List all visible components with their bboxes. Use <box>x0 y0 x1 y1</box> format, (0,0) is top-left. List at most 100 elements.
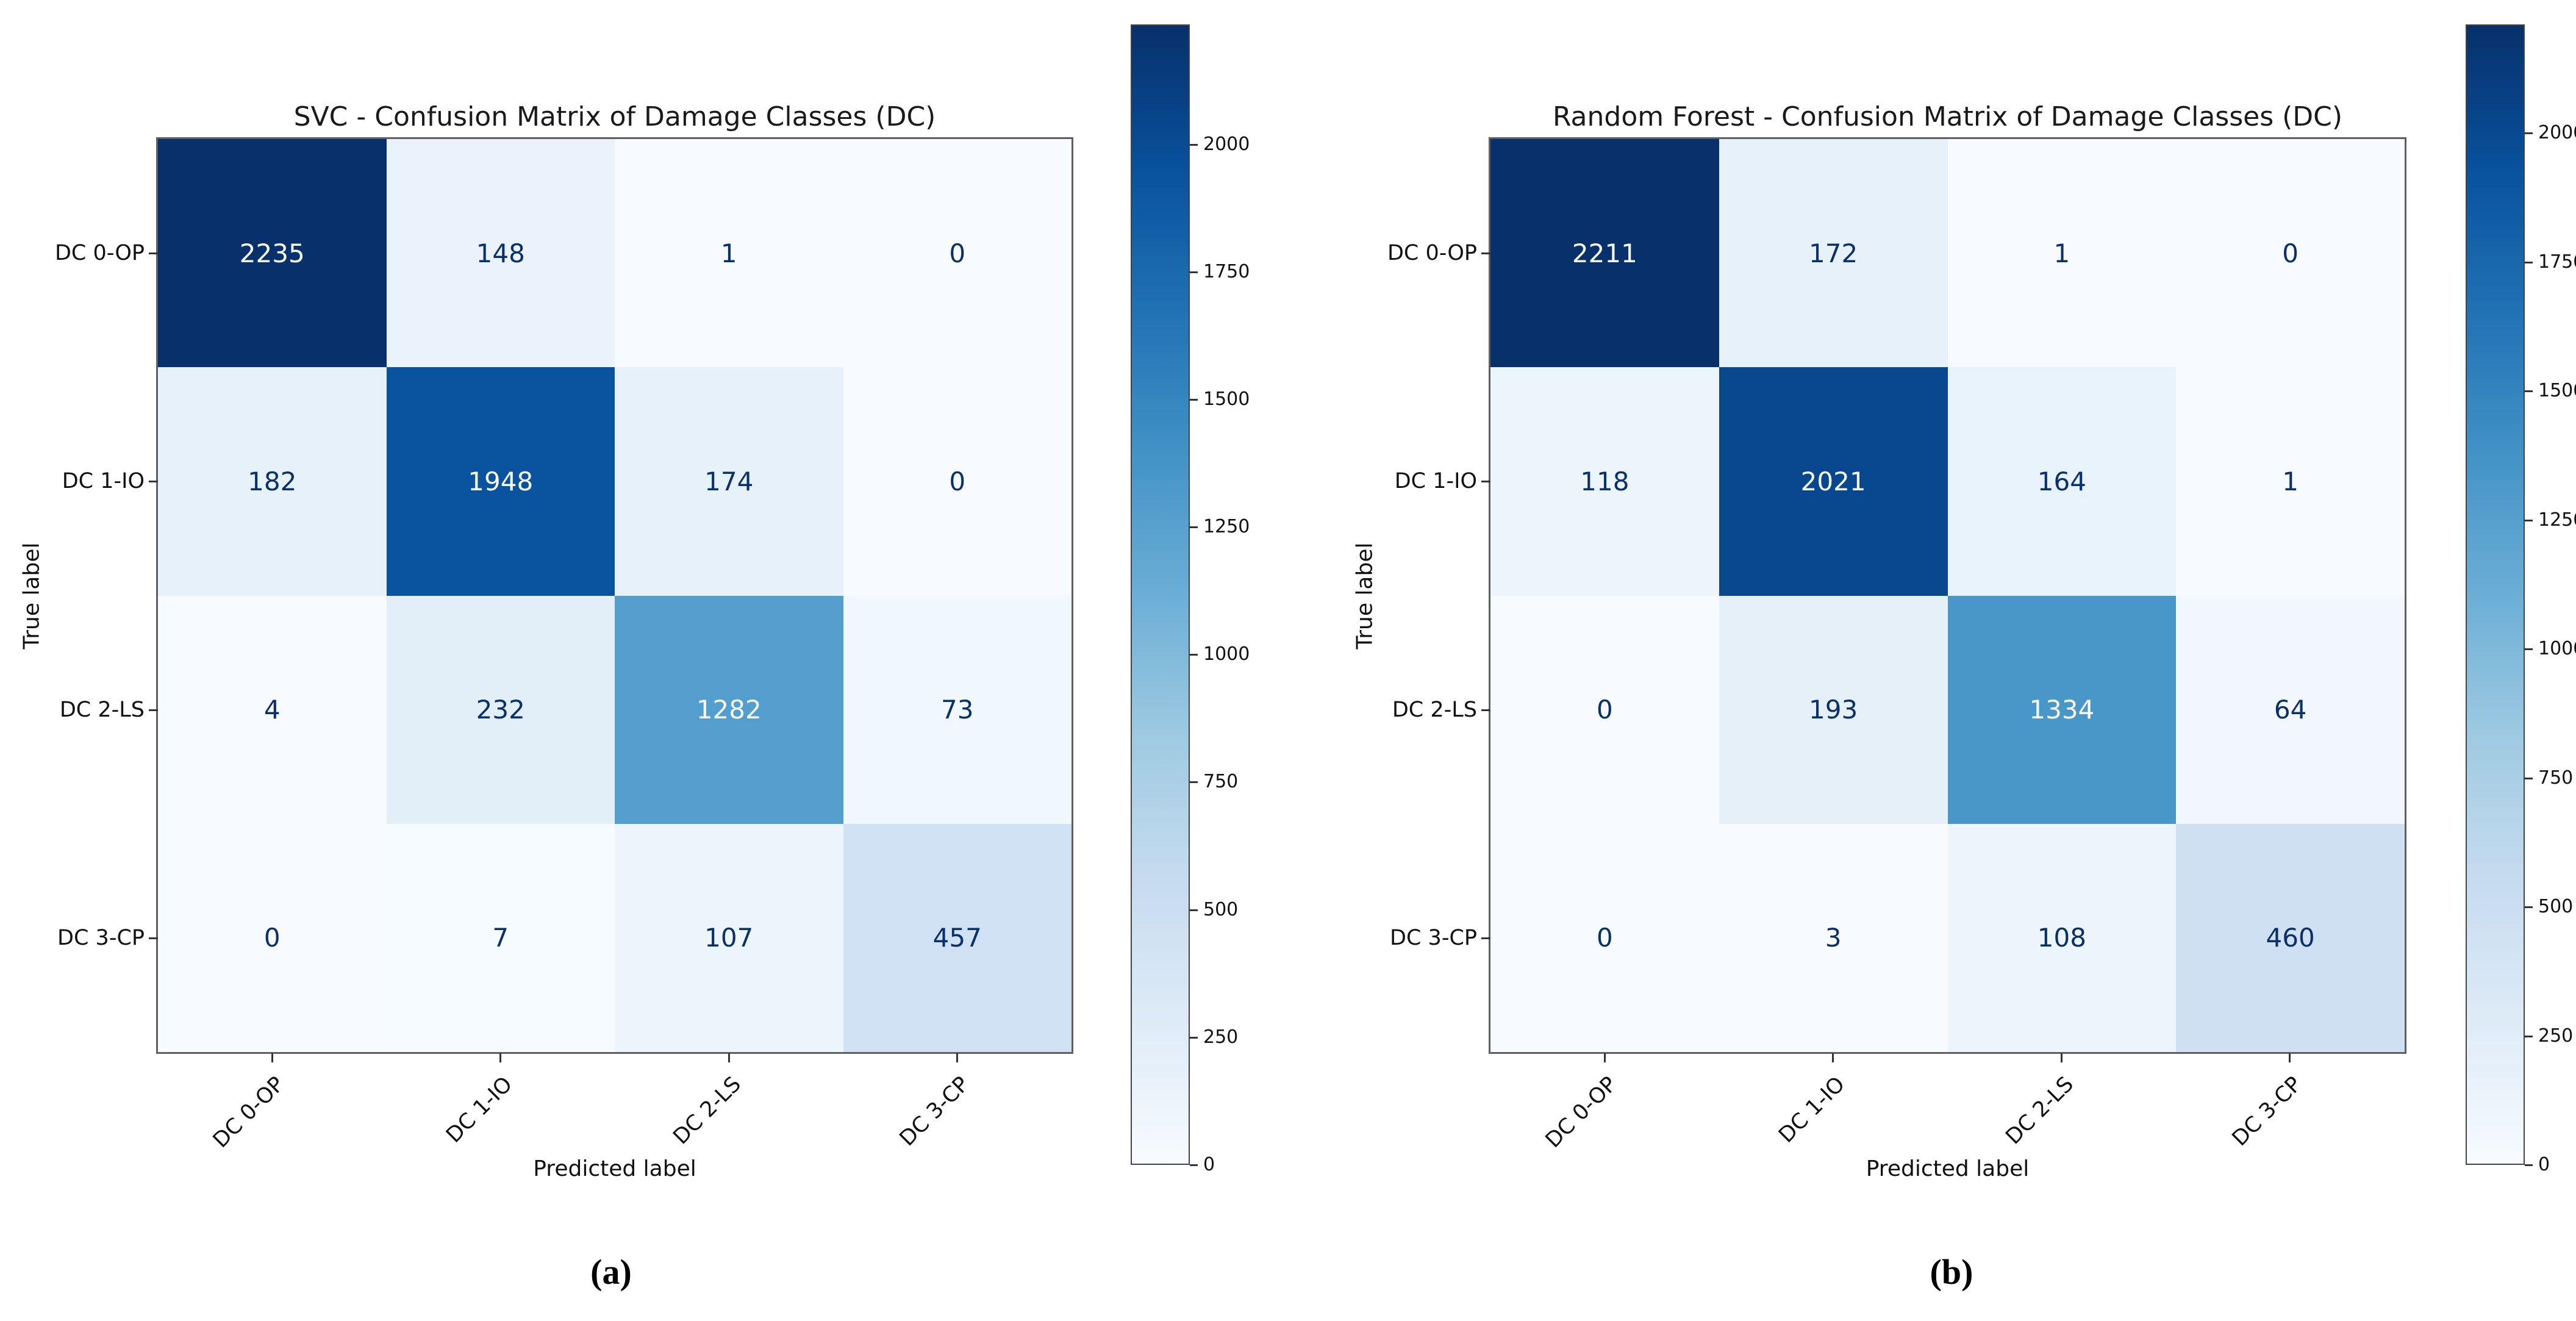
panel-a-heatmap: 2235 148 1 0 182 1948 174 0 4 232 1282 73 0 7 107 457 <box>156 137 1073 1054</box>
colorbar-tick-label-b: 0 <box>2538 1154 2550 1175</box>
x-tick-label-a: DC 3-CP <box>895 1072 975 1151</box>
colorbar-tick-mark-a <box>1190 654 1198 656</box>
heatmap-cell-b-r3c2: 108 <box>1947 823 2177 1052</box>
colorbar-tick-mark-a <box>1190 1164 1198 1166</box>
colorbar-tick-label-a: 1500 <box>1203 388 1250 410</box>
y-tick-mark-a <box>149 252 158 255</box>
x-tick-label-a: DC 2-LS <box>668 1072 746 1150</box>
x-tick-mark-a <box>271 1053 274 1062</box>
y-tick-label-a: DC 2-LS <box>59 697 145 722</box>
heatmap-cell-a-r1c0: 182 <box>158 367 387 596</box>
colorbar-tick-mark-a <box>1190 781 1198 784</box>
panel-b-ylabel: True label <box>1352 542 1378 650</box>
heatmap-cell-a-r1c1: 1948 <box>386 367 615 596</box>
colorbar-tick-mark-b <box>2525 1164 2533 1166</box>
heatmap-cell-a-r2c0: 4 <box>158 595 387 824</box>
x-tick-label-a: DC 1-IO <box>442 1072 518 1148</box>
y-tick-mark-a <box>149 481 158 483</box>
colorbar-tick-label-b: 1000 <box>2538 638 2576 660</box>
heatmap-cell-a-r0c1: 148 <box>386 139 615 368</box>
heatmap-cell-a-r3c0: 0 <box>158 823 387 1052</box>
colorbar-tick-mark-a <box>1190 271 1198 273</box>
y-tick-label-b: DC 1-IO <box>1394 469 1477 494</box>
x-tick-mark-b <box>1604 1053 1606 1062</box>
heatmap-cell-b-r2c3: 64 <box>2176 595 2405 824</box>
y-tick-mark-b <box>1481 937 1490 939</box>
x-tick-label-b: DC 0-OP <box>1541 1072 1622 1153</box>
x-tick-mark-b <box>1832 1053 1834 1062</box>
colorbar-tick-label-b: 1250 <box>2538 509 2576 531</box>
x-tick-label-b: DC 2-LS <box>2001 1072 2078 1150</box>
heatmap-cell-b-r1c3: 1 <box>2176 367 2405 596</box>
x-tick-mark-a <box>499 1053 502 1062</box>
colorbar-tick-mark-b <box>2525 519 2533 521</box>
heatmap-cell-a-r2c3: 73 <box>843 595 1072 824</box>
panel-b-heatmap: 2211 172 1 0 118 2021 164 1 0 193 1334 64 0 3 108 460 <box>1489 137 2406 1054</box>
heatmap-cell-a-r2c2: 1282 <box>615 595 843 824</box>
colorbar-tick-mark-b <box>2525 132 2533 135</box>
heatmap-cell-a-r3c3: 457 <box>843 823 1072 1052</box>
colorbar-tick-mark-b <box>2525 906 2533 909</box>
colorbar-tick-label-b: 1750 <box>2538 251 2576 273</box>
panel-b-title: Random Forest - Confusion Matrix of Dama… <box>1552 101 2343 132</box>
y-tick-mark-a <box>149 937 158 939</box>
y-tick-label-a: DC 0-OP <box>54 241 145 266</box>
x-tick-label-b: DC 3-CP <box>2227 1072 2307 1151</box>
colorbar-tick-label-b: 250 <box>2538 1025 2574 1047</box>
heatmap-cell-a-r0c3: 0 <box>843 139 1072 368</box>
x-tick-mark-b <box>2288 1053 2291 1062</box>
colorbar-tick-mark-a <box>1190 909 1198 911</box>
colorbar-tick-label-a: 1750 <box>1203 260 1250 282</box>
colorbar-tick-label-b: 1500 <box>2538 380 2576 402</box>
colorbar-tick-label-b: 2000 <box>2538 122 2576 144</box>
panel-a-caption: (a) <box>590 1252 632 1292</box>
colorbar-tick-mark-a <box>1190 1036 1198 1039</box>
panel-a-title: SVC - Confusion Matrix of Damage Classes… <box>293 101 936 132</box>
colorbar-tick-label-b: 500 <box>2538 896 2574 918</box>
y-tick-mark-b <box>1481 252 1490 255</box>
x-tick-mark-b <box>2060 1053 2063 1062</box>
heatmap-cell-a-r1c2: 174 <box>615 367 843 596</box>
panel-b-caption: (b) <box>1930 1252 1973 1292</box>
heatmap-cell-a-r0c2: 1 <box>615 139 843 368</box>
colorbar-tick-mark-a <box>1190 143 1198 146</box>
heatmap-cell-a-r2c1: 232 <box>386 595 615 824</box>
colorbar-tick-mark-b <box>2525 648 2533 651</box>
colorbar-tick-label-a: 250 <box>1203 1026 1239 1048</box>
heatmap-cell-b-r3c0: 0 <box>1490 823 1719 1052</box>
heatmap-cell-a-r3c2: 107 <box>615 823 843 1052</box>
panel-a-xlabel: Predicted label <box>533 1156 696 1181</box>
colorbar-tick-label-a: 1000 <box>1203 643 1250 665</box>
heatmap-cell-b-r0c0: 2211 <box>1490 139 1719 368</box>
panel-b-colorbar <box>2466 24 2525 1165</box>
y-tick-label-a: DC 3-CP <box>57 925 145 950</box>
heatmap-cell-b-r1c1: 2021 <box>1719 367 1948 596</box>
x-tick-label-a: DC 0-OP <box>209 1072 290 1153</box>
colorbar-tick-mark-a <box>1190 526 1198 529</box>
heatmap-cell-b-r2c0: 0 <box>1490 595 1719 824</box>
y-tick-mark-b <box>1481 709 1490 711</box>
heatmap-cell-b-r2c1: 193 <box>1719 595 1948 824</box>
colorbar-tick-mark-b <box>2525 777 2533 779</box>
colorbar-tick-label-a: 1250 <box>1203 516 1250 538</box>
y-tick-label-b: DC 3-CP <box>1390 925 1477 950</box>
colorbar-tick-label-b: 750 <box>2538 767 2574 789</box>
panel-a-colorbar <box>1131 24 1190 1165</box>
x-tick-mark-a <box>956 1053 958 1062</box>
heatmap-cell-a-r1c3: 0 <box>843 367 1072 596</box>
heatmap-cell-a-r3c1: 7 <box>386 823 615 1052</box>
x-tick-label-b: DC 1-IO <box>1774 1072 1850 1148</box>
x-tick-mark-a <box>728 1053 730 1062</box>
colorbar-tick-label-a: 2000 <box>1203 133 1250 155</box>
heatmap-cell-b-r1c2: 164 <box>1947 367 2177 596</box>
colorbar-tick-mark-b <box>2525 1035 2533 1037</box>
y-tick-mark-b <box>1481 481 1490 483</box>
colorbar-tick-mark-b <box>2525 261 2533 263</box>
y-tick-label-b: DC 0-OP <box>1387 241 1477 266</box>
heatmap-cell-b-r3c1: 3 <box>1719 823 1948 1052</box>
heatmap-cell-b-r0c2: 1 <box>1947 139 2177 368</box>
panel-a-ylabel: True label <box>19 542 45 650</box>
y-tick-mark-a <box>149 709 158 711</box>
colorbar-tick-label-a: 0 <box>1203 1154 1215 1175</box>
